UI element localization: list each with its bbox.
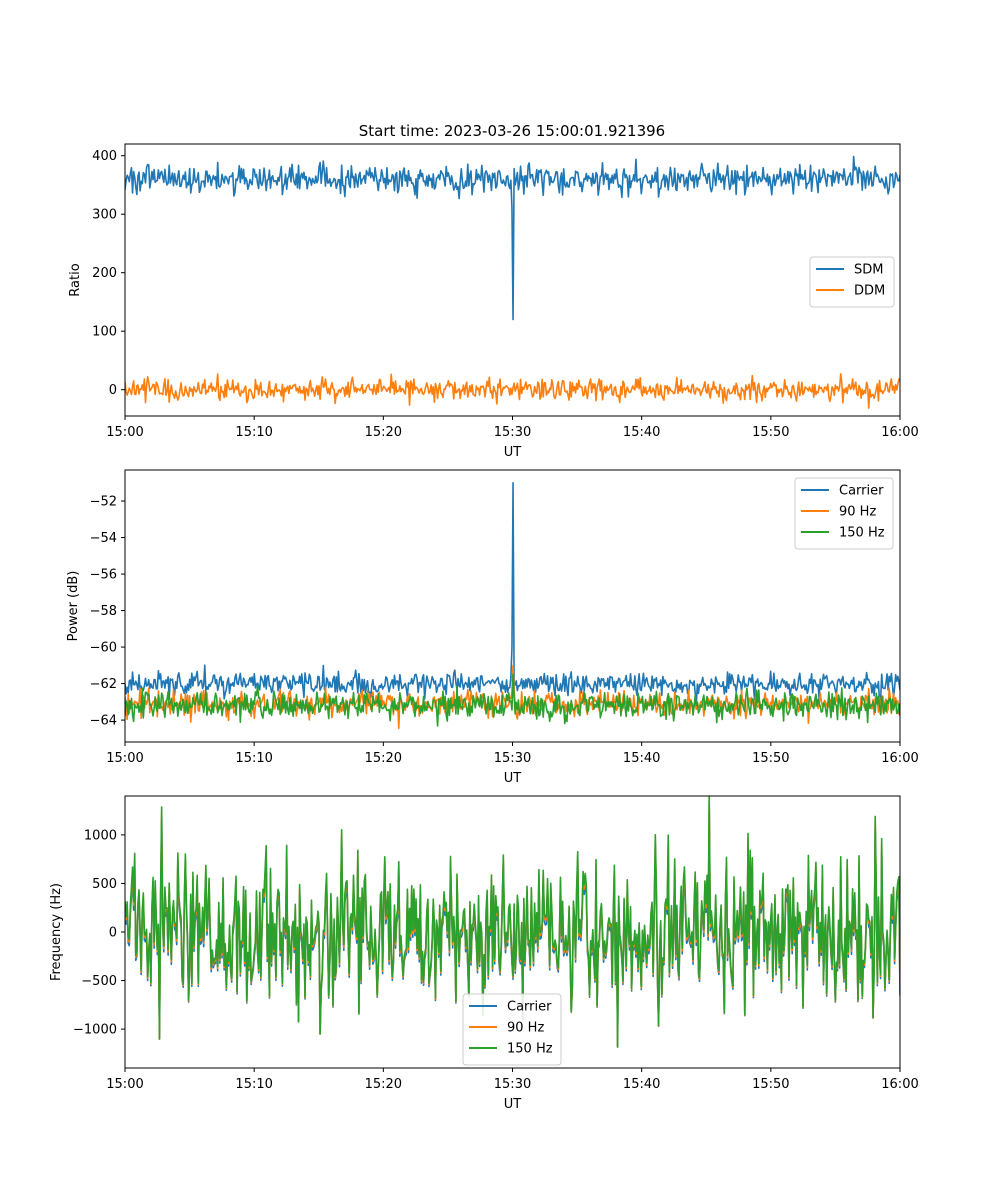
legend: Carrier 90 Hz 150 Hz	[794, 477, 894, 550]
x-axis-label: UT	[504, 445, 522, 460]
frequency-panel: 15:00 15:10 15:20 15:30 15:40 15:50 16:00 −1000…	[49, 795, 919, 1112]
x-tick-label: 16:00	[881, 425, 918, 440]
y-tick-label: 1000	[84, 828, 117, 843]
series-line-ddm	[125, 373, 900, 409]
series-line-sdm	[125, 155, 900, 321]
legend-label: 150 Hz	[507, 1042, 553, 1057]
y-tick-label: −52	[90, 495, 117, 510]
y-tick-label: −60	[90, 641, 117, 656]
x-tick-label: 15:10	[235, 751, 272, 766]
x-tick-label: 15:10	[235, 425, 272, 440]
legend-label: 90 Hz	[507, 1021, 544, 1036]
series-line-carrier	[125, 481, 900, 705]
power-panel: 15:00 15:10 15:20 15:30 15:40 15:50 16:00 −64 −6…	[66, 469, 919, 786]
legend: SDM DDM	[809, 256, 895, 308]
x-tick-label: 16:00	[881, 751, 918, 766]
y-tick-label: −56	[90, 568, 117, 583]
legend: Carrier 90 Hz 150 Hz	[462, 993, 562, 1066]
y-axis-label: Ratio	[68, 263, 83, 296]
x-tick-label: 15:50	[752, 1077, 789, 1092]
y-tick-label: 500	[92, 877, 117, 892]
x-tick-label: 15:40	[623, 425, 660, 440]
x-tick-label: 15:50	[752, 751, 789, 766]
series-line-150-hz	[125, 673, 900, 727]
x-axis-label: UT	[504, 771, 522, 786]
x-tick-label: 15:00	[106, 1077, 143, 1092]
y-tick-label: 200	[92, 266, 117, 281]
y-tick-label: 100	[92, 325, 117, 340]
y-tick-label: 400	[92, 149, 117, 164]
x-tick-label: 15:10	[235, 1077, 272, 1092]
series-line-150-hz	[125, 796, 900, 1048]
y-tick-label: −54	[90, 531, 117, 546]
x-tick-label: 15:30	[494, 425, 531, 440]
y-tick-label: 0	[109, 926, 117, 941]
y-axis-label: Frequency (Hz)	[49, 883, 64, 981]
x-tick-label: 15:20	[365, 425, 402, 440]
x-tick-label: 15:30	[494, 1077, 531, 1092]
x-tick-label: 15:50	[752, 425, 789, 440]
x-tick-label: 15:00	[106, 425, 143, 440]
figure-title: Start time: 2023-03-26 15:00:01.921396	[359, 122, 665, 140]
legend-label: 150 Hz	[839, 526, 885, 541]
legend-label: 90 Hz	[839, 505, 876, 520]
legend-label: Carrier	[839, 484, 884, 499]
y-tick-label: −62	[90, 677, 117, 692]
legend-label: DDM	[854, 284, 885, 299]
x-axis-label: UT	[504, 1097, 522, 1112]
x-tick-label: 15:40	[623, 1077, 660, 1092]
y-tick-label: 300	[92, 208, 117, 223]
x-tick-label: 15:30	[494, 751, 531, 766]
y-tick-label: −500	[81, 974, 117, 989]
y-tick-label: −58	[90, 604, 117, 619]
legend-label: SDM	[854, 263, 883, 278]
y-tick-label: −64	[90, 714, 117, 729]
x-tick-label: 15:40	[623, 751, 660, 766]
x-tick-label: 16:00	[881, 1077, 918, 1092]
x-tick-label: 15:00	[106, 751, 143, 766]
y-tick-label: 0	[109, 383, 117, 398]
y-tick-label: −1000	[73, 1023, 117, 1038]
legend-label: Carrier	[507, 1000, 552, 1015]
ratio-panel: 15:00 15:10 15:20 15:30 15:40 15:50 16:00 0 100 2…	[68, 143, 919, 460]
x-tick-label: 15:20	[365, 751, 402, 766]
y-axis-label: Power (dB)	[66, 571, 81, 642]
x-tick-label: 15:20	[365, 1077, 402, 1092]
